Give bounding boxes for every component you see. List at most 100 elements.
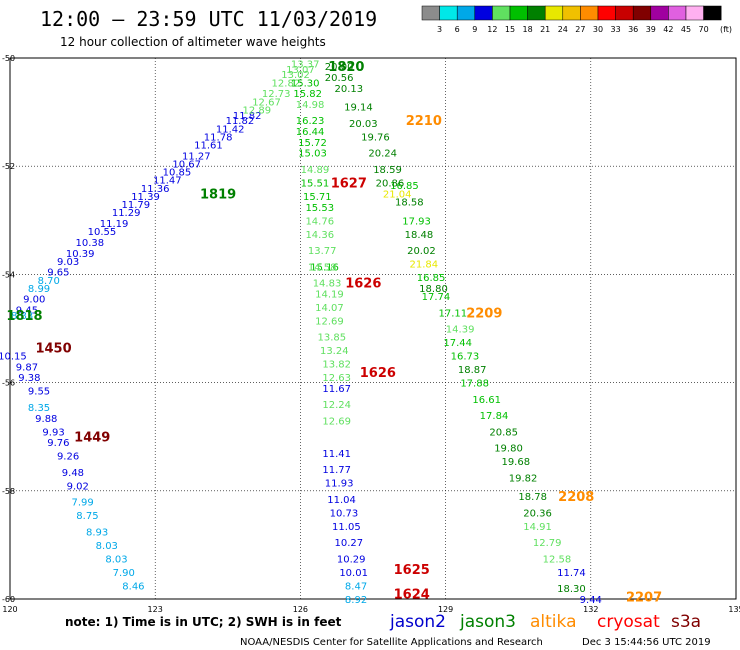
time-label: 1818 <box>6 309 42 324</box>
legend-level-label: 33 <box>611 25 621 34</box>
data-point-label: 9.03 <box>57 257 79 268</box>
data-point-label: 11.42 <box>216 124 245 135</box>
legend-level-label: 30 <box>593 25 603 34</box>
data-point-label: 11.41 <box>322 449 351 460</box>
footer-note: note: 1) Time is in UTC; 2) SWH is in fe… <box>65 615 342 629</box>
color-scale-legend: 3 6 9 12 15 18 21 24 27 30 33 36 39 42 45 70 (ft) <box>421 5 732 34</box>
data-point-label: 15.72 <box>298 138 327 149</box>
data-point-label: 10.67 <box>172 159 201 170</box>
time-label: 1449 <box>74 431 110 446</box>
data-point-label: 12.63 <box>322 373 351 384</box>
legend-color-box <box>668 5 687 21</box>
y-tick-label: -52 <box>2 162 15 171</box>
y-tick-label: -54 <box>2 270 15 279</box>
data-point-label: 11.78 <box>204 132 233 143</box>
data-point-label: 8.46 <box>122 581 144 592</box>
data-point-label: 9.48 <box>62 468 84 479</box>
satellite-legend-altika: altika <box>530 612 577 632</box>
data-point-label: 20.02 <box>407 246 436 257</box>
legend-level-label: 70 <box>699 25 709 34</box>
data-point-label: 13.85 <box>318 333 347 344</box>
time-label: 1820 <box>328 60 364 75</box>
legend-color-box <box>615 5 634 21</box>
time-label: 1626 <box>345 277 381 292</box>
legend-level-label: 18 <box>523 25 533 34</box>
footer-credit: NOAA/NESDIS Center for Satellite Applica… <box>240 637 543 648</box>
y-tick-label: -50 <box>2 54 15 63</box>
data-point-label: 8.83 <box>11 311 33 322</box>
data-point-label: 16.61 <box>472 395 501 406</box>
satellite-legend-cryosat: cryosat <box>597 612 660 632</box>
data-point-label: 12.24 <box>322 400 351 411</box>
data-point-label: 21.84 <box>409 260 438 271</box>
data-point-label: 14.76 <box>305 216 334 227</box>
legend-color-box <box>527 5 546 21</box>
data-point-label: 12.82 <box>272 78 301 89</box>
data-point-label: 20.00 <box>325 62 354 73</box>
satellite-legend-jason3: jason3 <box>459 612 516 632</box>
data-point-label: 8.35 <box>28 403 50 414</box>
data-point-label: 9.02 <box>67 481 89 492</box>
data-point-label: 16.73 <box>451 352 480 363</box>
legend-level-label: 3 <box>437 25 442 34</box>
data-point-label: 12.69 <box>322 416 351 427</box>
data-point-label: 17.11 <box>439 308 468 319</box>
data-point-label: 15.30 <box>291 78 320 89</box>
satellite-legend: jason2 jason3 altika cryosat s3a <box>389 612 701 632</box>
data-point-label: 19.76 <box>361 132 390 143</box>
x-tick-label: 132 <box>583 605 598 614</box>
data-point-label: 20.56 <box>325 73 354 84</box>
legend-color-box <box>580 5 599 21</box>
legend-level-label: 39 <box>646 25 656 34</box>
data-point-label: 20.03 <box>349 119 378 130</box>
data-point-label: 14.91 <box>523 522 552 533</box>
data-point-label: 15.82 <box>293 89 322 100</box>
time-label: 2208 <box>558 490 594 505</box>
legend-color-box <box>597 5 616 21</box>
data-point-label: 12.67 <box>252 97 281 108</box>
data-point-label: 9.87 <box>16 362 38 373</box>
legend-color-box <box>492 5 511 21</box>
data-point-label: 15.51 <box>301 178 330 189</box>
axis-ticks: 120 123 126 129 132 135 -50 -52 -54 -56 -58 -60 <box>2 54 740 614</box>
legend-level-label: 27 <box>575 25 585 34</box>
data-point-label: 15.16 <box>310 262 339 273</box>
data-point-label: 19.82 <box>509 473 538 484</box>
legend-color-box <box>685 5 704 21</box>
x-tick-label: 135 <box>728 605 740 614</box>
data-point-label: 9.93 <box>42 427 64 438</box>
data-point-label: 14.39 <box>446 325 475 336</box>
time-label: 1819 <box>200 187 236 202</box>
data-point-label: 14.58 <box>308 262 337 273</box>
data-point-label: 7.99 <box>71 498 93 509</box>
legend-level-label: 42 <box>663 25 673 34</box>
data-point-label: 16.85 <box>390 181 419 192</box>
data-point-label: 18.80 <box>419 284 448 295</box>
data-point-label: 9.65 <box>47 268 69 279</box>
data-point-label: 14.98 <box>296 100 325 111</box>
data-point-label: 14.19 <box>315 289 344 300</box>
data-point-label: 17.74 <box>422 292 451 303</box>
data-point-label: 19.14 <box>344 103 373 114</box>
data-point-label: 10.38 <box>76 238 105 249</box>
x-tick-label: 123 <box>148 605 163 614</box>
data-point-label: 11.79 <box>122 200 151 211</box>
data-point-label: 15.71 <box>303 192 332 203</box>
data-point-label: 11.39 <box>131 192 160 203</box>
data-point-label: 11.67 <box>322 384 351 395</box>
data-point-label: 11.19 <box>100 219 129 230</box>
data-point-label: 12.69 <box>315 316 344 327</box>
data-point-label: 10.27 <box>334 538 363 549</box>
data-point-label: 16.23 <box>296 116 325 127</box>
data-point-label: 11.47 <box>153 176 182 187</box>
y-tick-label: -60 <box>2 595 15 604</box>
x-tick-label: 129 <box>438 605 453 614</box>
legend-color-box <box>456 5 476 21</box>
time-label: 2207 <box>626 590 662 605</box>
data-point-label: 10.15 <box>0 352 27 363</box>
data-point-label: 13.37 <box>291 59 320 70</box>
data-point-label: 19.80 <box>494 444 523 455</box>
legend-color-box <box>544 5 564 21</box>
data-points: 8.839.459.008.998.709.659.0310.3910.3810… <box>0 59 602 606</box>
data-point-label: 20.13 <box>334 84 363 95</box>
